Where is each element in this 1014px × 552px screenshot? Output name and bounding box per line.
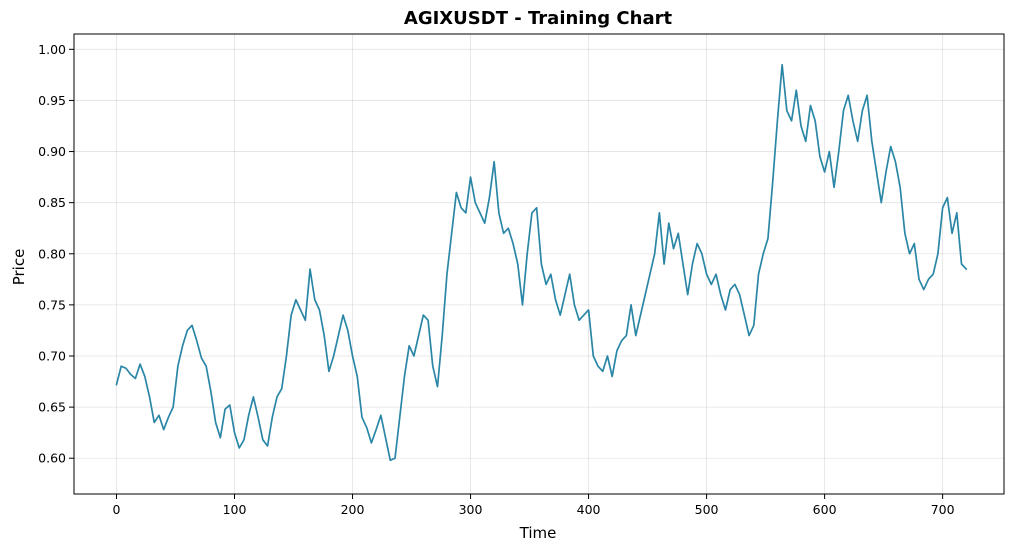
x-tick-label: 600 bbox=[813, 502, 837, 517]
y-tick-label: 0.75 bbox=[38, 297, 66, 312]
x-tick-label: 300 bbox=[459, 502, 483, 517]
y-tick-label: 0.65 bbox=[38, 400, 66, 415]
y-tick-label: 0.90 bbox=[38, 144, 66, 159]
price-series-line bbox=[115, 63, 968, 462]
series-layer bbox=[115, 63, 968, 462]
x-tick-label: 0 bbox=[113, 502, 121, 517]
y-tick-label: 0.60 bbox=[38, 451, 66, 466]
x-tick-label: 200 bbox=[341, 502, 365, 517]
axes: 0 100 200 300 400 500 600 700 0.60 0.65 0.70 0.75 0.… bbox=[38, 33, 1005, 517]
x-tick-label: 500 bbox=[695, 502, 719, 517]
x-axis-label: Time bbox=[519, 524, 557, 542]
grid-lines bbox=[74, 34, 1004, 494]
y-tick-label: 0.95 bbox=[38, 93, 66, 108]
x-tick-label: 100 bbox=[223, 502, 247, 517]
x-tick-label: 700 bbox=[931, 502, 955, 517]
y-tick-label: 0.70 bbox=[38, 349, 66, 364]
y-tick-label: 1.00 bbox=[38, 42, 66, 57]
chart-title: AGIXUSDT - Training Chart bbox=[404, 8, 673, 29]
y-tick-label: 0.80 bbox=[38, 246, 66, 261]
x-tick-label: 400 bbox=[577, 502, 601, 517]
plot-frame bbox=[73, 33, 1005, 495]
y-tick-label: 0.85 bbox=[38, 195, 66, 210]
y-axis-label: Price bbox=[10, 249, 28, 286]
